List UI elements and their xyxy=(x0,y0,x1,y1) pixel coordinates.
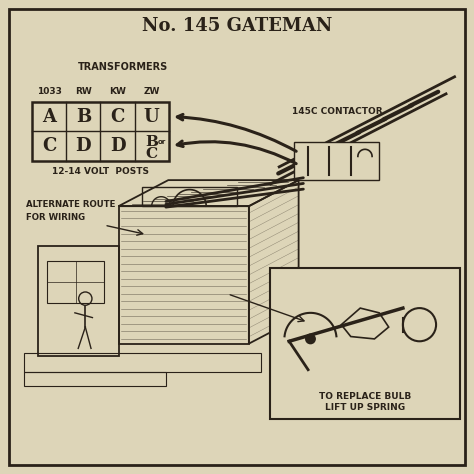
Text: U: U xyxy=(144,108,160,126)
Text: C: C xyxy=(146,146,158,161)
Text: ZW: ZW xyxy=(144,87,160,96)
Text: C: C xyxy=(110,108,125,126)
Text: TO REPLACE BULB
LIFT UP SPRING: TO REPLACE BULB LIFT UP SPRING xyxy=(319,392,411,412)
Text: or: or xyxy=(157,139,165,145)
Text: TRANSFORMERS: TRANSFORMERS xyxy=(78,62,168,73)
Text: D: D xyxy=(110,137,125,155)
Text: 1033: 1033 xyxy=(37,87,62,96)
Bar xyxy=(47,261,104,303)
Text: D: D xyxy=(76,137,91,155)
Text: ALTERNATE ROUTE
FOR WIRING: ALTERNATE ROUTE FOR WIRING xyxy=(26,200,116,222)
Text: A: A xyxy=(42,108,56,126)
Bar xyxy=(32,102,169,161)
Text: 12-14 VOLT  POSTS: 12-14 VOLT POSTS xyxy=(52,167,149,175)
Text: KW: KW xyxy=(109,87,126,96)
Circle shape xyxy=(306,334,315,344)
Text: RW: RW xyxy=(75,87,92,96)
Text: B: B xyxy=(145,135,158,149)
Text: B: B xyxy=(76,108,91,126)
Bar xyxy=(294,142,379,180)
Text: C: C xyxy=(42,137,56,155)
Text: 145C CONTACTOR: 145C CONTACTOR xyxy=(292,107,382,116)
Bar xyxy=(118,206,249,344)
Bar xyxy=(270,268,460,419)
Text: No. 145 GATEMAN: No. 145 GATEMAN xyxy=(142,17,332,35)
